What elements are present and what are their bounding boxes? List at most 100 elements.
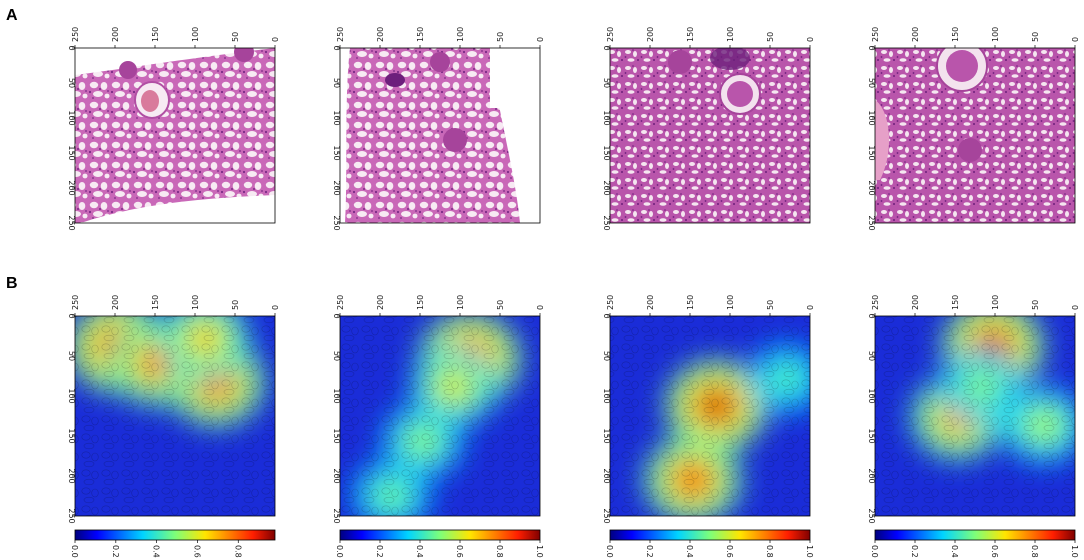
colorbar-4-tick-label: 0.8 bbox=[1030, 545, 1039, 558]
heatmap-3-left-tick-label: 50 bbox=[602, 351, 611, 361]
histology-4-top-tick-label: 50 bbox=[1031, 32, 1040, 42]
heatmap-2-top-tick-label: 250 bbox=[336, 295, 345, 310]
histology-1-left-tick-label: 0 bbox=[67, 45, 76, 50]
histology-1-top-tick-label: 0 bbox=[271, 37, 280, 42]
colorbar-1-tick-label: 0.4 bbox=[152, 545, 161, 558]
colorbar-1-tick-label: 0.0 bbox=[70, 545, 79, 558]
heatmap-2-top-tick-label: 150 bbox=[416, 295, 425, 310]
histology-2-top-tick-label: 250 bbox=[336, 27, 345, 42]
histology-1-left-tick-label: 250 bbox=[67, 215, 76, 230]
colorbar-2-tick-label: 0.2 bbox=[375, 545, 384, 558]
histology-3-frame bbox=[609, 47, 811, 224]
colorbar-2-tick-label: 1.0 bbox=[535, 545, 544, 558]
histology-3-top-tick-label: 150 bbox=[686, 27, 695, 42]
heatmap-4-frame bbox=[874, 315, 1076, 517]
heatmap-1-left-tick-label: 150 bbox=[67, 428, 76, 443]
colorbar-4-tick-label: 0.6 bbox=[990, 545, 999, 558]
histology-2-top-tick-label: 150 bbox=[416, 27, 425, 42]
histology-4-left-tick-label: 100 bbox=[867, 110, 876, 125]
heatmap-3-left-tick-label: 150 bbox=[602, 428, 611, 443]
heatmap-1-left-tick-label: 100 bbox=[67, 388, 76, 403]
heatmap-3-left-tick-label: 200 bbox=[602, 468, 611, 483]
heatmap-1-top-tick-label: 0 bbox=[271, 305, 280, 310]
histology-1-top-tick-label: 100 bbox=[191, 27, 200, 42]
heatmap-1-frame bbox=[74, 315, 276, 517]
colorbar-3 bbox=[610, 530, 810, 540]
histology-2-top-tick-label: 50 bbox=[496, 32, 505, 42]
histology-4-left-tick-label: 0 bbox=[867, 45, 876, 50]
heatmap-2-frame bbox=[339, 315, 541, 517]
histology-image-2 bbox=[340, 48, 540, 223]
heatmap-2-left-tick-label: 100 bbox=[332, 388, 341, 403]
histology-3-left-tick-label: 0 bbox=[602, 45, 611, 50]
heatmap-4-top-tick-label: 150 bbox=[951, 295, 960, 310]
histology-2-left-tick-label: 200 bbox=[332, 180, 341, 195]
colorbar-3-tick-label: 0.8 bbox=[765, 545, 774, 558]
heatmap-2-left-tick-label: 0 bbox=[332, 313, 341, 318]
histology-1-frame bbox=[74, 47, 276, 224]
histology-3-left-tick-label: 200 bbox=[602, 180, 611, 195]
histology-4-top-tick-label: 0 bbox=[1071, 37, 1080, 42]
histology-2-left-tick-label: 100 bbox=[332, 110, 341, 125]
heatmap-4 bbox=[875, 316, 1075, 516]
heatmap-1-left-tick-label: 250 bbox=[67, 508, 76, 523]
histology-2-left-tick-label: 250 bbox=[332, 215, 341, 230]
heatmap-3-top-tick-label: 150 bbox=[686, 295, 695, 310]
histology-1-left-tick-label: 200 bbox=[67, 180, 76, 195]
heatmap-1-top-tick-label: 250 bbox=[71, 295, 80, 310]
heatmap-1-top-tick-label: 200 bbox=[111, 295, 120, 310]
colorbar-3-tick-label: 0.2 bbox=[645, 545, 654, 558]
colorbar-1-tick-label: 0.6 bbox=[192, 545, 201, 558]
histology-1-top-tick-label: 50 bbox=[231, 32, 240, 42]
heatmap-4-top-tick-label: 50 bbox=[1031, 300, 1040, 310]
heatmap-3-top-tick-label: 100 bbox=[726, 295, 735, 310]
histology-4-frame bbox=[874, 47, 1076, 224]
histology-1-left-tick-label: 100 bbox=[67, 110, 76, 125]
histology-4-top-tick-label: 100 bbox=[991, 27, 1000, 42]
histology-image-1 bbox=[75, 48, 275, 223]
heatmap-2-left-tick-label: 150 bbox=[332, 428, 341, 443]
heatmap-1-top-tick-label: 100 bbox=[191, 295, 200, 310]
heatmap-4-top-tick-label: 200 bbox=[911, 295, 920, 310]
heatmap-1-top-tick-label: 50 bbox=[231, 300, 240, 310]
heatmap-3-frame bbox=[609, 315, 811, 517]
histology-4-left-tick-label: 200 bbox=[867, 180, 876, 195]
heatmap-3-left-tick-label: 100 bbox=[602, 388, 611, 403]
colorbar-2-tick-label: 0.4 bbox=[415, 545, 424, 558]
heatmap-2-left-tick-label: 200 bbox=[332, 468, 341, 483]
histology-3-top-tick-label: 50 bbox=[766, 32, 775, 42]
heatmap-4-top-tick-label: 100 bbox=[991, 295, 1000, 310]
colorbar-3-tick-label: 0.0 bbox=[605, 545, 614, 558]
histology-1-top-tick-label: 150 bbox=[151, 27, 160, 42]
colorbar-2 bbox=[340, 530, 540, 540]
colorbar-1 bbox=[75, 530, 275, 540]
heatmap-3-left-tick-label: 0 bbox=[602, 313, 611, 318]
histology-1-left-tick-label: 50 bbox=[67, 78, 76, 88]
colorbar-4-tick-label: 0.2 bbox=[910, 545, 919, 558]
histology-4-top-tick-label: 250 bbox=[871, 27, 880, 42]
histology-1-top-tick-label: 200 bbox=[111, 27, 120, 42]
colorbar-2-frame bbox=[339, 529, 541, 541]
histology-2-top-tick-label: 100 bbox=[456, 27, 465, 42]
heatmap-3-top-tick-label: 200 bbox=[646, 295, 655, 310]
histology-4-top-tick-label: 200 bbox=[911, 27, 920, 42]
histology-4-left-tick-label: 50 bbox=[867, 78, 876, 88]
heatmap-3-left-tick-label: 250 bbox=[602, 508, 611, 523]
heatmap-3 bbox=[610, 316, 810, 516]
colorbar-4-frame bbox=[874, 529, 1076, 541]
heatmap-4-left-tick-label: 250 bbox=[867, 508, 876, 523]
histology-2-left-tick-label: 50 bbox=[332, 78, 341, 88]
heatmap-4-top-tick-label: 0 bbox=[1071, 305, 1080, 310]
heatmap-3-top-tick-label: 50 bbox=[766, 300, 775, 310]
histology-4-left-tick-label: 250 bbox=[867, 215, 876, 230]
heatmap-1-left-tick-label: 50 bbox=[67, 351, 76, 361]
heatmap-2-left-tick-label: 250 bbox=[332, 508, 341, 523]
histology-3-top-tick-label: 0 bbox=[806, 37, 815, 42]
colorbar-3-tick-label: 0.6 bbox=[725, 545, 734, 558]
panel-label-a: A bbox=[6, 7, 18, 24]
heatmap-1-left-tick-label: 0 bbox=[67, 313, 76, 318]
histology-2-left-tick-label: 150 bbox=[332, 145, 341, 160]
heatmap-2-top-tick-label: 50 bbox=[496, 300, 505, 310]
histology-4-left-tick-label: 150 bbox=[867, 145, 876, 160]
